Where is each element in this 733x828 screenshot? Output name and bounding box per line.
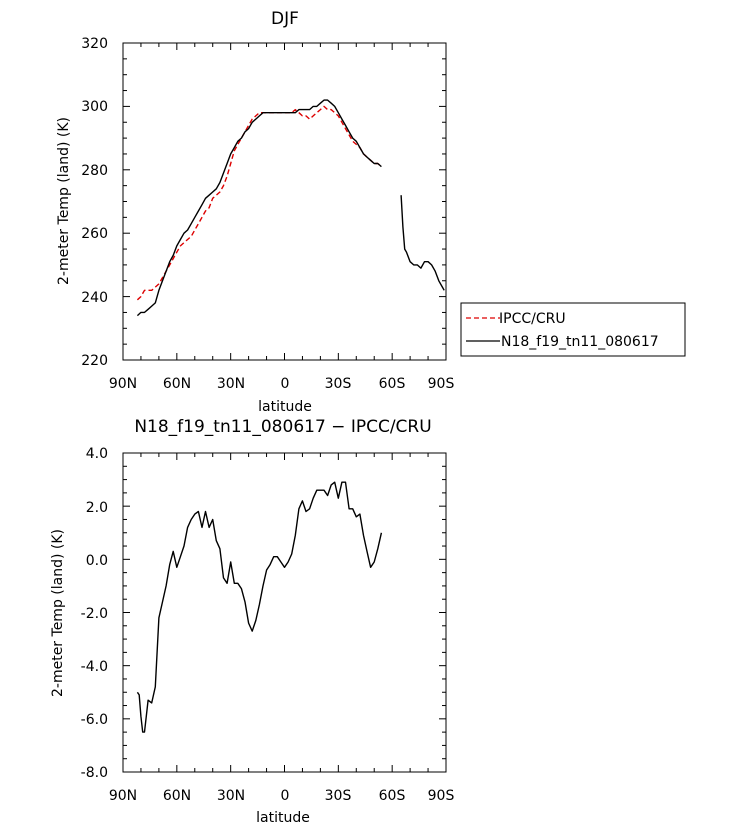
- legend-label-ipcc: IPCC/CRU: [499, 311, 566, 327]
- top-x-tick-label: 60S: [379, 376, 406, 392]
- top-y-tick-label: 220: [81, 353, 108, 369]
- bottom-x-tick-labels: 90N 60N 30N 0 30S 60S 90S: [109, 788, 455, 804]
- top-y-tick-label: 280: [81, 163, 108, 179]
- bottom-x-tick-label: 90N: [109, 788, 137, 804]
- top-x-tick-label: 90S: [428, 376, 455, 392]
- top-series-group: [136, 99, 445, 317]
- top-series-0-line-0: [136, 105, 382, 301]
- top-y-tick-label: 300: [81, 99, 108, 115]
- top-series-1-line-0: [136, 99, 382, 317]
- top-y-axis-label: 2-meter Temp (land) (K): [56, 117, 72, 285]
- bottom-y-tick-label: -6.0: [81, 712, 108, 728]
- bottom-y-tick-label: -8.0: [81, 765, 108, 781]
- bottom-x-tick-label: 30N: [217, 788, 245, 804]
- top-x-tick-label: 0: [281, 376, 290, 392]
- bottom-y-tick-labels: -8.0 -6.0 -4.0 -2.0 0.0 2.0 4.0: [81, 446, 108, 781]
- bottom-y-tick-label: 4.0: [86, 446, 108, 462]
- bottom-x-tick-label: 0: [281, 788, 290, 804]
- top-x-tick-label: 30S: [325, 376, 352, 392]
- top-y-ticks: [123, 42, 446, 361]
- top-y-tick-label: 260: [81, 226, 108, 242]
- bottom-x-tick-label: 90S: [428, 788, 455, 804]
- bottom-y-tick-label: -2.0: [81, 606, 108, 622]
- bottom-y-tick-label: 2.0: [86, 500, 108, 516]
- top-y-tick-label: 240: [81, 290, 108, 306]
- top-x-tick-label: 90N: [109, 376, 137, 392]
- bottom-panel: N18_f19_tn11_080617 − IPCC/CRU 90N 60N 3…: [50, 417, 454, 826]
- bottom-series-0-line-0: [136, 481, 383, 733]
- bottom-y-tick-label: -4.0: [81, 659, 108, 675]
- top-plot-frame: [122, 42, 447, 361]
- bottom-y-ticks: [123, 452, 446, 773]
- top-series-1-line-1: [400, 195, 445, 291]
- legend-box: [460, 302, 686, 357]
- top-chart-title: DJF: [271, 9, 299, 29]
- bottom-series-group: [136, 481, 383, 733]
- bottom-x-tick-label: 60S: [379, 788, 406, 804]
- bottom-x-axis-label: latitude: [256, 810, 310, 826]
- top-x-ticks: [122, 43, 447, 360]
- bottom-x-tick-label: 60N: [163, 788, 191, 804]
- bottom-y-tick-label: 0.0: [86, 553, 108, 569]
- top-x-tick-labels: 90N 60N 30N 0 30S 60S 90S: [109, 376, 455, 392]
- top-panel: DJF 90N 60N 30N 0 30S 60S 90S 220 240 26…: [56, 9, 686, 415]
- legend: IPCC/CRU N18_f19_tn11_080617: [460, 302, 686, 357]
- top-x-tick-label: 60N: [163, 376, 191, 392]
- top-x-axis-label: latitude: [258, 399, 312, 415]
- top-x-tick-label: 30N: [217, 376, 245, 392]
- top-y-tick-labels: 220 240 260 280 300 320: [81, 36, 108, 369]
- top-y-tick-label: 320: [81, 36, 108, 52]
- bottom-plot-frame: [122, 452, 447, 773]
- legend-label-model: N18_f19_tn11_080617: [501, 334, 659, 350]
- bottom-chart-title: N18_f19_tn11_080617 − IPCC/CRU: [134, 417, 431, 437]
- bottom-x-ticks: [122, 453, 447, 772]
- bottom-y-axis-label: 2-meter Temp (land) (K): [50, 529, 66, 697]
- bottom-x-tick-label: 30S: [325, 788, 352, 804]
